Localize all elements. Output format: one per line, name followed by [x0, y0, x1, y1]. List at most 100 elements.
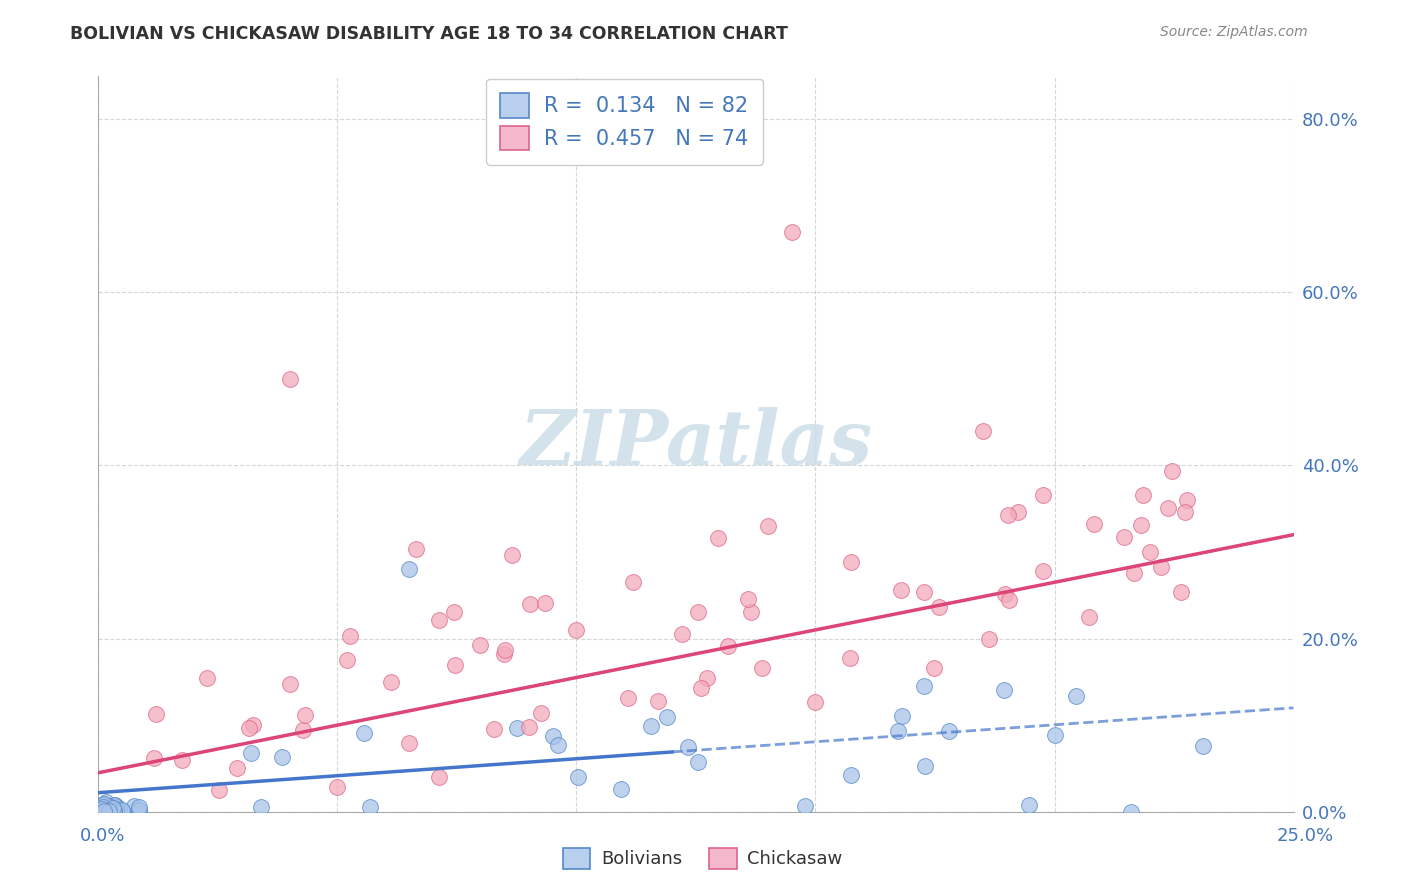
Point	[107, 802, 129, 816]
Point	[655, 709, 678, 723]
Point	[839, 768, 862, 782]
Point	[122, 799, 145, 814]
Point	[621, 575, 644, 590]
Point	[105, 800, 128, 814]
Text: ZIPatlas: ZIPatlas	[519, 407, 873, 481]
Point	[912, 584, 935, 599]
Point	[427, 770, 450, 784]
Point	[93, 804, 115, 818]
Point	[696, 671, 718, 685]
Point	[1018, 797, 1040, 812]
Point	[737, 592, 759, 607]
Point	[94, 803, 117, 817]
Point	[756, 519, 779, 533]
Point	[517, 720, 540, 734]
Point	[993, 683, 1015, 698]
Point	[751, 661, 773, 675]
Point	[278, 677, 301, 691]
Point	[482, 722, 505, 736]
Point	[1139, 545, 1161, 559]
Point	[686, 755, 709, 769]
Point	[839, 555, 862, 569]
Point	[494, 642, 516, 657]
Point	[398, 736, 420, 750]
Point	[98, 804, 121, 818]
Point	[104, 801, 127, 815]
Point	[89, 801, 111, 815]
Point	[90, 804, 112, 818]
Point	[1083, 517, 1105, 532]
Point	[93, 803, 115, 817]
Point	[91, 803, 114, 817]
Point	[105, 804, 128, 818]
Point	[1078, 610, 1101, 624]
Point	[1032, 488, 1054, 502]
Point	[398, 562, 420, 576]
Point	[1174, 505, 1197, 519]
Point	[997, 508, 1019, 522]
Text: 0.0%: 0.0%	[80, 827, 125, 845]
Point	[359, 799, 381, 814]
Text: 25.0%: 25.0%	[1277, 827, 1333, 845]
Point	[1112, 530, 1135, 544]
Point	[103, 798, 125, 813]
Point	[1161, 464, 1184, 478]
Point	[128, 800, 150, 814]
Point	[238, 721, 260, 735]
Point	[93, 797, 115, 812]
Point	[1132, 487, 1154, 501]
Point	[97, 799, 120, 814]
Point	[793, 798, 815, 813]
Point	[104, 805, 127, 819]
Point	[647, 694, 669, 708]
Point	[1032, 564, 1054, 578]
Point	[839, 651, 862, 665]
Point	[914, 759, 936, 773]
Point	[90, 804, 112, 818]
Point	[172, 753, 194, 767]
Point	[380, 675, 402, 690]
Point	[707, 531, 730, 545]
Point	[90, 805, 112, 819]
Point	[93, 805, 115, 819]
Point	[501, 548, 523, 562]
Point	[93, 804, 115, 818]
Point	[250, 800, 273, 814]
Point	[104, 804, 127, 818]
Point	[977, 632, 1000, 647]
Point	[242, 718, 264, 732]
Point	[91, 802, 114, 816]
Point	[912, 679, 935, 693]
Point	[519, 597, 541, 611]
Point	[740, 605, 762, 619]
Point	[111, 803, 134, 817]
Point	[103, 805, 125, 819]
Point	[89, 803, 111, 817]
Point	[111, 805, 134, 819]
Point	[239, 747, 262, 761]
Point	[891, 708, 914, 723]
Point	[91, 803, 114, 817]
Point	[294, 708, 316, 723]
Point	[444, 658, 467, 673]
Point	[994, 587, 1017, 601]
Point	[278, 372, 301, 386]
Point	[972, 424, 994, 438]
Point	[780, 225, 803, 239]
Point	[91, 804, 114, 818]
Point	[91, 805, 114, 819]
Point	[90, 802, 112, 816]
Point	[142, 751, 165, 765]
Point	[87, 805, 110, 819]
Point	[271, 749, 294, 764]
Point	[103, 801, 125, 815]
Point	[90, 805, 112, 819]
Point	[103, 804, 125, 818]
Point	[804, 694, 827, 708]
Point	[541, 729, 564, 743]
Point	[94, 795, 117, 809]
Point	[91, 797, 114, 812]
Point	[128, 804, 150, 818]
Point	[1043, 728, 1066, 742]
Point	[1149, 559, 1171, 574]
